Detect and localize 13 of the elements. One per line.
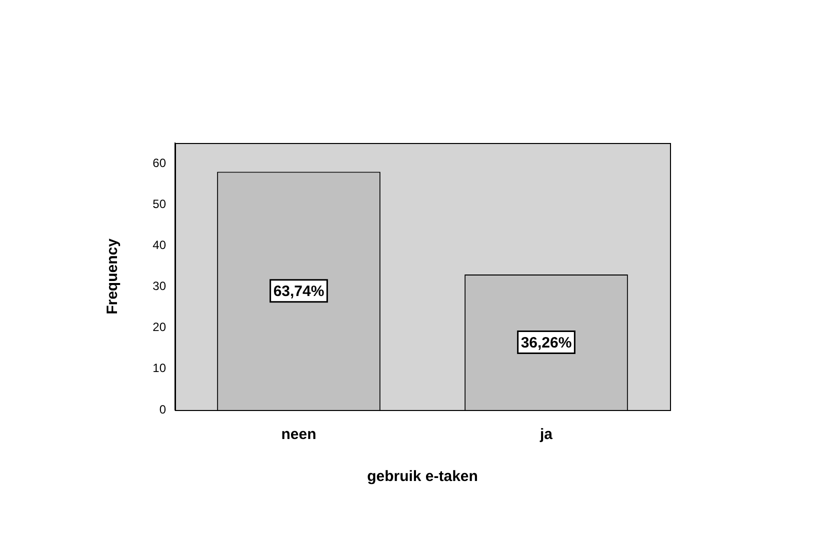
x-tick-label: neen <box>281 426 316 444</box>
x-axis-title: gebruik e-taken <box>367 468 478 486</box>
y-axis-title: Frequency <box>104 238 122 314</box>
annotation: 63,74% <box>273 283 324 300</box>
x-tick-label: ja <box>538 426 554 444</box>
y-tick-label: 60 <box>152 156 166 170</box>
y-tick-label: 0 <box>159 402 166 416</box>
y-tick-label: 10 <box>152 361 166 376</box>
y-tick-label: 20 <box>152 320 166 334</box>
y-tick-label: 40 <box>152 238 166 252</box>
annotation: 36,26% <box>520 334 572 352</box>
y-tick-label: 50 <box>152 196 166 211</box>
y-tick-label: 30 <box>152 279 166 294</box>
